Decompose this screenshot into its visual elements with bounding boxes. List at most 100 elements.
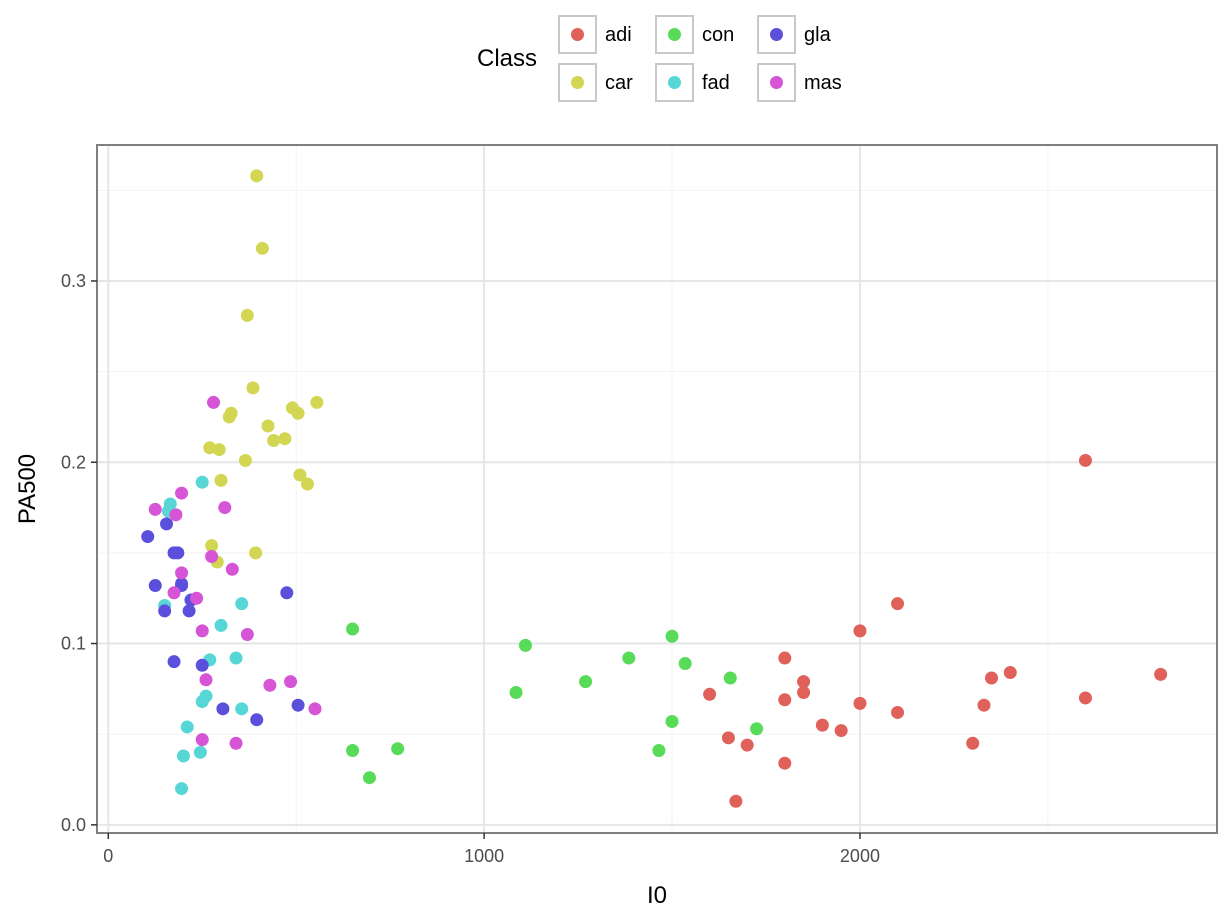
- point-gla: [250, 713, 264, 727]
- point-gla: [182, 604, 196, 618]
- minor-gridlines: [97, 145, 1217, 833]
- point-adi: [721, 731, 735, 745]
- legend-key-car: [571, 76, 584, 89]
- point-adi: [834, 724, 848, 738]
- point-fad: [193, 745, 207, 759]
- point-gla: [291, 698, 305, 712]
- y-tick-label: 0.0: [61, 815, 86, 835]
- legend-item-con: con: [655, 15, 734, 54]
- panel-background: [97, 145, 1217, 833]
- point-mas: [263, 678, 277, 692]
- point-mas: [175, 566, 189, 580]
- point-con: [723, 671, 737, 685]
- point-car: [293, 468, 307, 482]
- point-car: [238, 453, 252, 467]
- y-axis-title: PA500: [14, 454, 41, 524]
- point-mas: [225, 562, 239, 576]
- point-gla: [171, 546, 185, 560]
- legend-label-adi: adi: [605, 24, 632, 46]
- point-mas: [284, 675, 298, 689]
- point-adi: [891, 597, 905, 611]
- legend-label-mas: mas: [804, 72, 842, 94]
- point-mas: [175, 486, 189, 500]
- point-con: [391, 742, 405, 756]
- point-con: [622, 651, 636, 665]
- point-mas: [308, 702, 322, 716]
- x-axis-title: I0: [647, 882, 667, 909]
- point-fad: [229, 651, 243, 665]
- point-car: [205, 539, 219, 553]
- legend-label-gla: gla: [804, 24, 832, 46]
- legend-key-gla: [770, 28, 783, 41]
- point-car: [300, 477, 314, 491]
- legend-key-box: [558, 15, 597, 54]
- point-mas: [207, 395, 221, 409]
- point-adi: [797, 685, 811, 699]
- point-car: [261, 419, 275, 433]
- point-mas: [195, 733, 209, 747]
- point-gla: [195, 658, 209, 672]
- legend-item-fad: fad: [655, 63, 730, 102]
- x-tick-label: 2000: [840, 846, 880, 866]
- y-tick-label: 0.2: [61, 452, 86, 472]
- point-adi: [1003, 666, 1017, 680]
- point-mas: [205, 550, 219, 564]
- point-gla: [216, 702, 230, 716]
- legend-label-car: car: [605, 72, 633, 94]
- point-adi: [815, 718, 829, 732]
- point-adi: [729, 794, 743, 808]
- point-gla: [160, 517, 174, 531]
- point-car: [278, 432, 292, 446]
- y-tick-label: 0.1: [61, 634, 86, 654]
- point-fad: [176, 749, 190, 763]
- axes: 0 1000 2000 0.0 0.1 0.2 0.3: [61, 271, 880, 866]
- point-car: [222, 410, 236, 424]
- legend-key-mas: [770, 76, 783, 89]
- legend-item-adi: adi: [558, 15, 632, 54]
- legend: Class adi car con fad gla mas: [477, 15, 842, 102]
- y-tick-label: 0.3: [61, 271, 86, 291]
- point-mas: [240, 627, 254, 641]
- legend-label-con: con: [702, 24, 734, 46]
- legend-label-fad: fad: [702, 72, 730, 94]
- point-gla: [158, 604, 172, 618]
- point-adi: [1154, 667, 1168, 681]
- plot-area: [96, 144, 1218, 834]
- point-gla: [148, 579, 162, 593]
- point-con: [509, 685, 523, 699]
- point-car: [291, 406, 305, 420]
- point-adi: [703, 687, 717, 701]
- point-con: [678, 656, 692, 670]
- legend-key-con: [668, 28, 681, 41]
- point-adi: [1078, 453, 1092, 467]
- point-fad: [195, 475, 209, 489]
- point-car: [255, 241, 269, 255]
- point-mas: [148, 502, 162, 516]
- point-mas: [199, 673, 213, 687]
- point-adi: [778, 651, 792, 665]
- point-gla: [280, 586, 294, 600]
- point-fad: [214, 618, 228, 632]
- point-fad: [235, 597, 249, 611]
- point-mas: [167, 586, 181, 600]
- point-adi: [891, 705, 905, 719]
- point-gla: [141, 530, 155, 544]
- point-adi: [778, 756, 792, 770]
- point-car: [267, 434, 281, 448]
- point-con: [362, 771, 376, 785]
- point-car: [310, 395, 324, 409]
- point-car: [250, 169, 264, 183]
- point-fad: [235, 702, 249, 716]
- legend-item-gla: gla: [757, 15, 832, 54]
- point-con: [579, 675, 593, 689]
- point-adi: [797, 675, 811, 689]
- point-con: [518, 638, 532, 652]
- point-fad: [175, 782, 189, 796]
- point-adi: [977, 698, 991, 712]
- major-gridlines: [97, 145, 1217, 833]
- legend-item-mas: mas: [757, 63, 842, 102]
- point-car: [214, 473, 228, 487]
- point-adi: [1078, 691, 1092, 705]
- data-points: [141, 169, 1168, 808]
